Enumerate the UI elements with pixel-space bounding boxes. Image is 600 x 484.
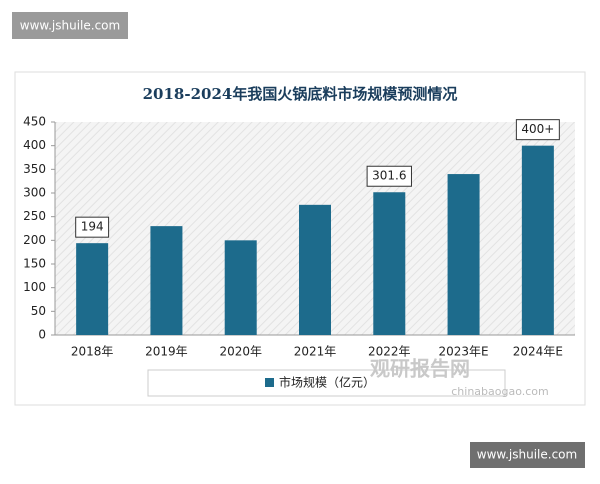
y-tick-label: 350	[23, 162, 46, 176]
bar	[447, 174, 480, 335]
bar	[76, 243, 109, 335]
legend-swatch	[265, 378, 274, 387]
data-label: 194	[81, 220, 104, 234]
data-label-box	[515, 119, 560, 141]
x-tick-label: 2022年	[368, 345, 411, 359]
bar	[150, 226, 183, 335]
legend-label: 市场规模（亿元）	[279, 375, 375, 390]
watermark: www.jshuile.com	[477, 448, 577, 462]
watermark-box	[470, 442, 585, 468]
y-tick-label: 250	[23, 209, 46, 223]
x-tick-label: 2019年	[145, 345, 188, 359]
y-tick-label: 300	[23, 186, 46, 200]
data-label-box	[366, 165, 412, 187]
bar	[224, 240, 257, 335]
brand-url: chinabaogao.com	[451, 385, 549, 398]
x-tick-label: 2018年	[71, 345, 114, 359]
x-tick-label: 2020年	[219, 345, 262, 359]
data-label: 400+	[521, 122, 554, 136]
data-label-box	[75, 216, 110, 238]
y-tick-label: 100	[23, 280, 46, 294]
data-label: 301.6	[372, 169, 406, 183]
chart-title: 2018-2024年我国火锅底料市场规模预测情况	[143, 85, 458, 103]
y-tick-label: 450	[23, 115, 46, 129]
bar	[373, 192, 406, 335]
brand-watermark: 观研报告网	[370, 357, 470, 381]
bar	[299, 204, 331, 335]
watermark: www.jshuile.com	[20, 19, 120, 33]
legend	[147, 369, 506, 397]
y-tick-label: 400	[23, 138, 46, 152]
y-tick-label: 50	[31, 304, 46, 318]
y-tick-label: 0	[38, 328, 46, 342]
x-tick-label: 2024年E	[513, 345, 563, 359]
x-tick-label: 2023年E	[439, 345, 489, 359]
y-tick-label: 150	[23, 257, 46, 271]
watermark-box	[12, 12, 128, 39]
bar	[521, 145, 554, 335]
y-tick-label: 200	[23, 233, 46, 247]
x-tick-label: 2021年	[294, 345, 337, 359]
